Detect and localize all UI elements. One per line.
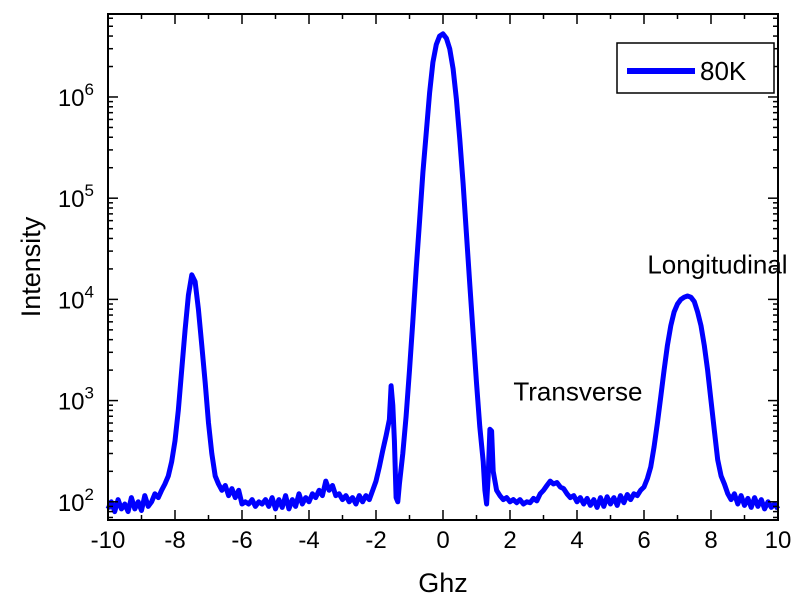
legend-label-80k: 80K bbox=[700, 56, 747, 86]
x-tick-label: 10 bbox=[765, 527, 792, 554]
annotation-longitudinal: Longitudinal bbox=[647, 250, 787, 280]
x-tick-label: 6 bbox=[637, 527, 650, 554]
x-tick-label: 4 bbox=[570, 527, 583, 554]
series-line-80k bbox=[105, 31, 781, 515]
x-tick-label: -10 bbox=[91, 527, 126, 554]
x-tick-label: 8 bbox=[704, 527, 717, 554]
x-tick-label: -2 bbox=[365, 527, 386, 554]
y-tick-label: 105 bbox=[58, 181, 94, 213]
x-tick-label: -8 bbox=[164, 527, 185, 554]
annotation-transverse: Transverse bbox=[513, 377, 642, 407]
y-axis-title: Intensity bbox=[16, 216, 46, 317]
x-tick-label: 0 bbox=[436, 527, 449, 554]
y-tick-label: 104 bbox=[58, 282, 94, 314]
annotations-layer: Transverse Longitudinal bbox=[513, 250, 787, 407]
y-tick-label: 103 bbox=[58, 384, 94, 416]
legend: 80K bbox=[616, 42, 775, 94]
y-tick-label: 106 bbox=[58, 80, 94, 112]
x-tick-label: 2 bbox=[503, 527, 516, 554]
x-tick-label: -6 bbox=[231, 527, 252, 554]
y-tick-label: 102 bbox=[58, 485, 94, 517]
x-tick-label: -4 bbox=[298, 527, 319, 554]
tick-labels-layer: -10 -8 -6 -4 -2 0 2 4 6 8 10 102 103 104 105 106 bbox=[58, 80, 792, 554]
x-axis-title: Ghz bbox=[418, 568, 468, 598]
ticks-layer bbox=[107, 14, 779, 520]
series-layer bbox=[105, 31, 781, 515]
